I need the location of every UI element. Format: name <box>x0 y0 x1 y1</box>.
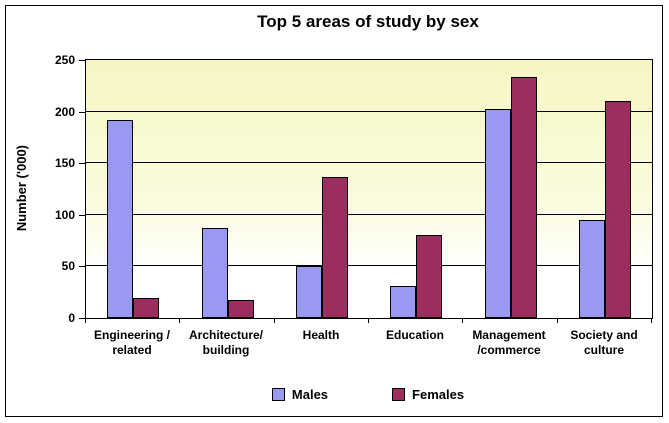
bar-females-health <box>322 177 348 318</box>
bar-males-education <box>390 286 416 318</box>
x-category-label-engineering-related: Engineering / related <box>93 328 170 357</box>
y-tick-mark-250 <box>79 60 85 61</box>
chart-frame: Top 5 areas of study by sex Number ('000… <box>5 5 663 417</box>
bar-females-management-commerce <box>511 77 537 318</box>
x-tick-mark-1 <box>179 319 180 323</box>
bar-females-society-and-culture <box>605 101 631 318</box>
bar-females-architecture-building <box>228 300 254 318</box>
y-tick-label-50: 50 <box>61 259 75 273</box>
y-tick-mark-200 <box>79 112 85 113</box>
x-tick-mark-5 <box>557 319 558 323</box>
x-category-label-education: Education <box>385 328 444 342</box>
y-tick-mark-150 <box>79 163 85 164</box>
x-category-label-health: Health <box>302 328 340 342</box>
y-tick-label-0: 0 <box>68 311 75 325</box>
gridline-150 <box>86 162 652 163</box>
bar-males-society-and-culture <box>579 220 605 318</box>
bar-females-education <box>416 235 442 318</box>
y-tick-label-100: 100 <box>54 208 75 222</box>
legend-item-females: Females <box>392 387 464 402</box>
y-tick-mark-100 <box>79 215 85 216</box>
bar-males-health <box>296 266 322 318</box>
gridline-100 <box>86 214 652 215</box>
y-tick-mark-50 <box>79 266 85 267</box>
x-tick-mark-4 <box>462 319 463 323</box>
legend-label-females: Females <box>412 387 465 402</box>
y-tick-mark-0 <box>79 318 85 319</box>
legend-label-males: Males <box>291 387 329 402</box>
y-tick-label-150: 150 <box>54 156 75 170</box>
chart-title: Top 5 areas of study by sex <box>257 12 479 31</box>
bar-males-engineering-related <box>107 120 133 318</box>
legend-item-males: Males <box>271 387 329 402</box>
x-category-label-management-commerce: Management /commerce <box>472 328 546 357</box>
x-category-label-architecture-building: Architecture/ building <box>188 328 264 357</box>
males-swatch-icon <box>271 388 285 401</box>
plot-area <box>85 59 653 319</box>
gridline-200 <box>86 111 652 112</box>
bar-males-management-commerce <box>485 109 511 318</box>
x-tick-mark-3 <box>368 319 369 323</box>
legend: Males Females <box>85 387 651 402</box>
females-swatch-icon <box>392 388 406 401</box>
y-tick-label-250: 250 <box>54 53 75 67</box>
x-tick-mark-0 <box>85 319 86 323</box>
y-axis-title: Number ('000) <box>8 59 34 317</box>
x-category-label-society-and-culture: Society and culture <box>570 328 638 357</box>
x-tick-mark-2 <box>274 319 275 323</box>
x-tick-mark-6 <box>651 319 652 323</box>
gridline-50 <box>86 265 652 266</box>
y-tick-label-200: 200 <box>54 105 75 119</box>
bar-males-architecture-building <box>202 228 228 318</box>
bar-females-engineering-related <box>133 298 159 318</box>
